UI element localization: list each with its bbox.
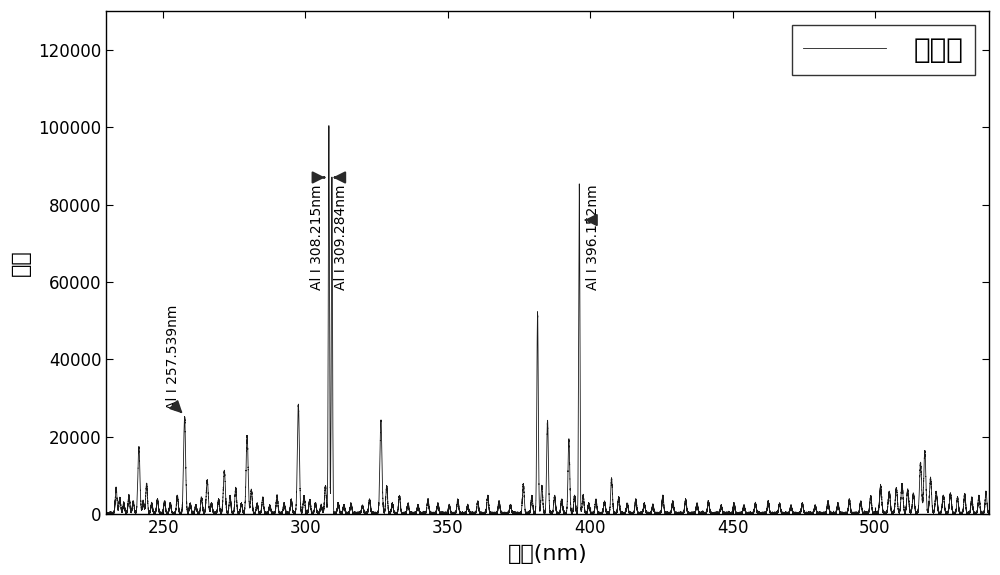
铝合金 [323, 122, 335, 129]
Legend: 铝合金: 铝合金 [792, 25, 975, 75]
Y-axis label: 强度: 强度 [11, 249, 31, 276]
Text: Al I 257.539nm: Al I 257.539nm [166, 304, 180, 409]
Line: 铝合金: 铝合金 [106, 125, 989, 514]
Text: Al I 309.284nm: Al I 309.284nm [334, 184, 348, 290]
铝合金 [983, 511, 995, 518]
铝合金 [851, 510, 863, 517]
Text: Al I 396.152nm: Al I 396.152nm [586, 184, 600, 290]
X-axis label: 波长(nm): 波长(nm) [508, 544, 587, 564]
铝合金 [762, 499, 774, 506]
铝合金 [467, 511, 479, 518]
Text: Al I 308.215nm: Al I 308.215nm [310, 184, 324, 290]
铝合金 [383, 509, 395, 516]
铝合金 [817, 511, 829, 518]
铝合金 [198, 509, 210, 516]
铝合金 [100, 509, 112, 516]
铝合金 [881, 507, 893, 514]
